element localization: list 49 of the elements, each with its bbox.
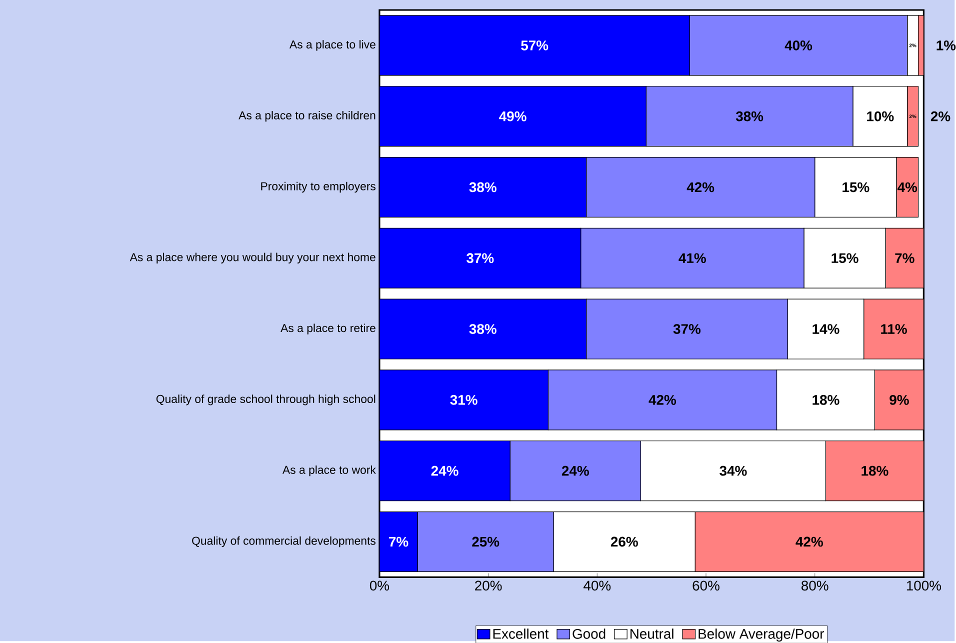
x-tick-label: 20% [475,580,502,590]
annotation: 1% [936,40,956,50]
data-label: 24% [431,466,458,476]
data-label: 18% [812,394,840,405]
data-label: 11% [881,324,907,334]
data-label: 37% [466,253,494,263]
legend-label: Below Average/Poor [698,628,824,642]
data-label: 31% [450,394,478,405]
y-tick-label: As a place where you would buy your next home [130,252,376,264]
data-label: 34% [720,466,747,476]
data-label: 25% [472,536,500,546]
y-tick-label: Quality of grade school through high school [156,394,376,406]
annotation: 2% [930,111,950,122]
data-label: 40% [784,40,812,50]
data-label: 9% [890,394,909,405]
data-label: 42% [686,182,714,192]
x-tick-label: 0% [370,580,390,590]
data-label: 41% [678,253,706,263]
y-tick-label: As a place to live [289,40,376,51]
data-label: 42% [796,536,823,546]
data-label: 7% [895,253,914,263]
data-label: 24% [562,466,589,476]
y-tick-label: As a place to retire [280,324,376,334]
x-tick-label: 60% [692,580,720,590]
data-label: 26% [610,536,638,546]
data-label: 15% [842,182,870,192]
data-label: 10% [867,111,894,122]
y-tick-label: Proximity to employers [261,182,376,192]
data-label: 18% [862,466,888,476]
data-label: 14% [812,324,840,334]
x-tick-label: 100% [906,580,941,590]
y-tick-label: As a place to raise children [238,110,376,122]
data-label: 7% [389,536,408,546]
data-label: 38% [736,111,764,122]
data-label: 4% [898,182,918,192]
x-tick-label: 80% [802,580,828,590]
x-tick-label: 40% [584,580,611,590]
data-label: 38% [469,182,496,192]
data-label: 15% [832,253,858,263]
legend-label: Good [572,628,606,639]
data-label: 38% [469,324,496,334]
legend-label: Excellent [493,628,549,639]
data-label: 37% [673,324,701,334]
legend-label: Neutral [630,628,674,639]
data-label: 57% [521,40,548,50]
data-label: 49% [499,111,526,122]
y-tick-label: As a place to work [282,465,376,476]
y-tick-label: Quality of commercial developments [192,536,376,547]
data-label: 42% [648,394,676,405]
